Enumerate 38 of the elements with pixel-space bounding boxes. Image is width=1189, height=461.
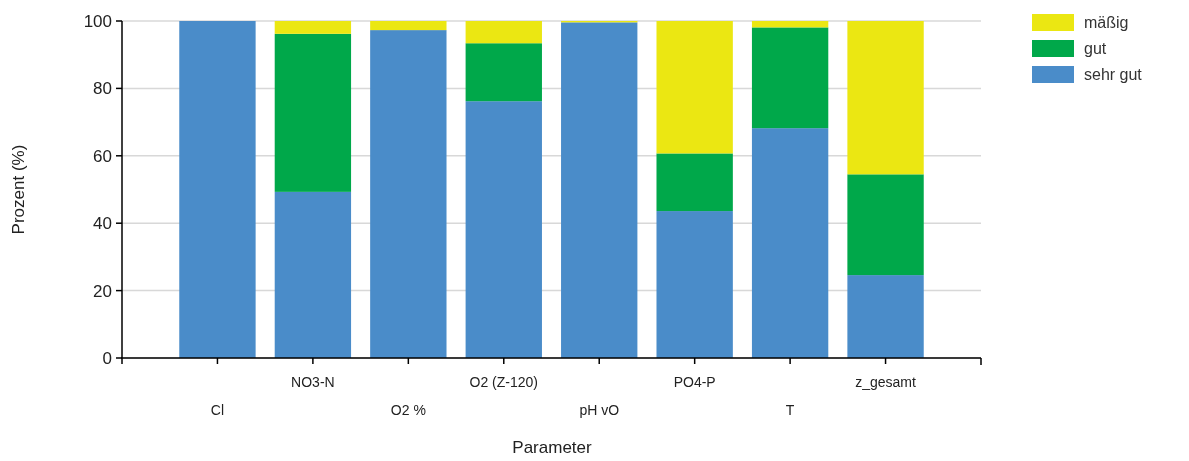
bar: [751, 128, 829, 358]
legend-label: mäßig: [1084, 14, 1129, 31]
bar: [656, 153, 733, 212]
y-tick-label: 20: [93, 281, 112, 301]
bar: [370, 30, 447, 358]
bar: [274, 21, 352, 34]
bar: [465, 101, 542, 358]
x-tick-label: pH vO: [579, 402, 620, 418]
bar: [370, 21, 447, 31]
bar: [847, 21, 924, 175]
bar: [179, 21, 256, 358]
x-tick-label: NO3-N: [291, 374, 335, 390]
x-axis-title: Parameter: [512, 438, 593, 457]
y-tick-label: 60: [93, 146, 112, 166]
bar: [656, 211, 733, 358]
legend-label: sehr gut: [1084, 66, 1143, 83]
x-tick-label: O2 %: [390, 402, 426, 418]
x-tick-label: z_gesamt: [855, 374, 917, 390]
bar: [656, 21, 733, 154]
legend-label: gut: [1084, 40, 1107, 57]
y-tick-label: 0: [102, 349, 112, 368]
x-tick-label: O2 (Z-120): [469, 374, 539, 390]
bar: [847, 275, 924, 358]
bar: [465, 21, 542, 44]
x-tick-label: PO4-P: [673, 374, 716, 390]
bar: [274, 33, 352, 192]
y-tick-label: 40: [93, 214, 112, 234]
y-tick-label: 100: [83, 12, 112, 31]
bar: [465, 43, 542, 102]
y-axis-title: Prozent (%): [9, 144, 28, 235]
y-tick-label: 80: [93, 79, 112, 99]
bar: [561, 22, 638, 358]
bar: [751, 27, 829, 129]
bar: [847, 174, 924, 276]
x-tick-label: Cl: [210, 402, 225, 418]
bar: [274, 191, 352, 358]
x-tick-label: T: [785, 402, 795, 418]
bar: [751, 21, 829, 28]
